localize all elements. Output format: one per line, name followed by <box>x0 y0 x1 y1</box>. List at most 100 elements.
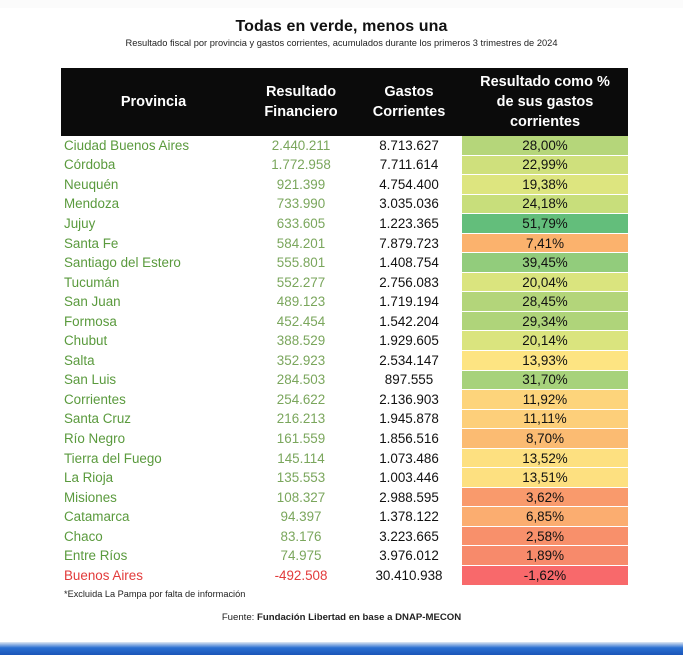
cell-porcentaje: 20,14% <box>462 331 628 351</box>
cell-resultado: 552.277 <box>276 274 326 290</box>
table-row: San Luis 284.503 897.555 31,70% <box>61 370 628 391</box>
table-body: Ciudad Buenos Aires 2.440.211 8.713.627 28,… <box>61 136 628 586</box>
cell-resultado: 584.201 <box>276 235 326 251</box>
cell-resultado: 2.440.211 <box>271 137 331 153</box>
cell-porcentaje: 13,52% <box>462 448 628 468</box>
cell-gastos: 7.879.723 <box>379 235 439 251</box>
table-row: Santa Fe 584.201 7.879.723 7,41% <box>61 233 628 254</box>
cell-porcentaje: 8,70% <box>462 429 628 448</box>
cell-provincia: Neuquén <box>64 176 119 192</box>
cell-resultado: 254.622 <box>276 391 326 407</box>
top-decoration <box>0 0 683 8</box>
cell-provincia: Tucumán <box>64 274 120 290</box>
cell-resultado: 145.114 <box>277 450 325 466</box>
table-row: Ciudad Buenos Aires 2.440.211 8.713.627 28,… <box>61 136 628 156</box>
cell-gastos: 3.223.665 <box>379 528 439 544</box>
cell-provincia: Corrientes <box>64 391 126 407</box>
table-row: La Rioja 135.553 1.003.446 13,51% <box>61 468 628 488</box>
cell-provincia: Buenos Aires <box>64 567 143 583</box>
cell-resultado: 94.397 <box>280 509 322 525</box>
cell-gastos: 1.856.516 <box>379 430 439 446</box>
cell-provincia: Río Negro <box>64 430 126 446</box>
cell-porcentaje: 13,51% <box>462 468 628 487</box>
source-prefix: Fuente: <box>221 612 258 623</box>
cell-resultado: -492.508 <box>274 567 328 583</box>
cell-porcentaje: 11,11% <box>462 409 628 429</box>
cell-provincia: Misiones <box>64 489 117 505</box>
cell-gastos: 1.929.605 <box>379 333 439 349</box>
cell-porcentaje: 11,92% <box>462 390 628 409</box>
cell-gastos: 1.408.754 <box>379 255 439 271</box>
header-gastos: Gastos Corrientes <box>372 84 446 120</box>
cell-porcentaje: 29,34% <box>462 311 628 331</box>
cell-gastos: 1.223.365 <box>379 215 439 231</box>
cell-gastos: 1.378.122 <box>379 509 439 525</box>
bottom-bar <box>0 642 683 655</box>
table-row: Corrientes 254.622 2.136.903 11,92% <box>61 390 628 410</box>
cell-provincia: Chubut <box>64 333 108 349</box>
table-row: Formosa 452.454 1.542.204 29,34% <box>61 311 628 332</box>
cell-provincia: Tierra del Fuego <box>64 450 162 466</box>
cell-porcentaje: 2,58% <box>462 526 628 546</box>
cell-porcentaje: 31,70% <box>462 370 628 390</box>
cell-gastos: 2.136.903 <box>379 391 439 407</box>
cell-resultado: 452.454 <box>276 313 326 329</box>
cell-provincia: Salta <box>64 352 95 368</box>
header-porcentaje: Resultado como % de sus gastos corriente… <box>480 74 610 130</box>
cell-gastos: 2.988.595 <box>379 489 439 505</box>
cell-porcentaje: -1,62% <box>462 566 628 585</box>
cell-provincia: Santa Fe <box>64 235 119 251</box>
table-row: Misiones 108.327 2.988.595 3,62% <box>61 487 628 508</box>
cell-gastos: 30.410.938 <box>375 567 443 583</box>
cell-resultado: 388.529 <box>276 333 326 349</box>
source-line: Fuente: Fundación Libertad en base a DNA… <box>0 612 683 623</box>
source-name: Fundación Libertad en base a DNAP-MECON <box>257 612 462 623</box>
table-row: Chubut 388.529 1.929.605 20,14% <box>61 331 628 352</box>
table-row: Santiago del Estero 555.801 1.408.754 39,45… <box>61 253 628 273</box>
table-row: Tierra del Fuego 145.114 1.073.486 13,52% <box>61 448 628 469</box>
cell-resultado: 108.327 <box>276 489 326 505</box>
cell-provincia: Chaco <box>64 528 103 544</box>
cell-resultado: 921.399 <box>276 176 326 192</box>
cell-porcentaje: 3,62% <box>462 487 628 507</box>
cell-provincia: Entre Ríos <box>64 548 128 564</box>
cell-provincia: Ciudad Buenos Aires <box>64 137 190 153</box>
cell-porcentaje: 24,18% <box>462 194 628 214</box>
cell-resultado: 284.503 <box>276 372 326 388</box>
cell-gastos: 3.976.012 <box>379 548 439 564</box>
cell-porcentaje: 13,93% <box>462 351 628 370</box>
cell-gastos: 1.073.486 <box>379 450 439 466</box>
cell-gastos: 2.756.083 <box>379 274 439 290</box>
header-resultado: Resultado Financiero <box>264 84 338 120</box>
table-row: Santa Cruz 216.213 1.945.878 11,11% <box>61 409 628 430</box>
cell-resultado: 489.123 <box>276 294 326 310</box>
cell-gastos: 4.754.400 <box>379 176 439 192</box>
cell-resultado: 1.772.958 <box>271 157 331 173</box>
cell-provincia: Santa Cruz <box>64 411 131 427</box>
cell-provincia: La Rioja <box>64 470 114 486</box>
fiscal-table: Provincia Resultado Financiero Gastos Co… <box>61 68 628 586</box>
cell-resultado: 83.176 <box>280 528 322 544</box>
cell-resultado: 352.923 <box>276 352 326 368</box>
table-row: Salta 352.923 2.534.147 13,93% <box>61 351 628 371</box>
cell-resultado: 161.559 <box>276 430 326 446</box>
table-row: Buenos Aires -492.508 30.410.938 -1,62% <box>61 566 628 586</box>
cell-resultado: 633.605 <box>276 215 326 231</box>
page-title: Todas en verde, menos una <box>235 18 448 35</box>
table-row: Río Negro 161.559 1.856.516 8,70% <box>61 429 628 449</box>
cell-resultado: 135.553 <box>276 470 326 486</box>
cell-porcentaje: 28,45% <box>462 292 628 311</box>
cell-resultado: 733.990 <box>276 196 326 212</box>
table-row: Catamarca 94.397 1.378.122 6,85% <box>61 507 628 527</box>
cell-gastos: 897.555 <box>384 372 434 388</box>
cell-gastos: 7.711.614 <box>379 157 439 173</box>
table-row: Chaco 83.176 3.223.665 2,58% <box>61 526 628 547</box>
cell-porcentaje: 22,99% <box>462 155 628 175</box>
cell-provincia: Mendoza <box>64 196 120 212</box>
cell-gastos: 1.542.204 <box>379 313 439 329</box>
cell-resultado: 74.975 <box>280 548 322 564</box>
cell-gastos: 8.713.627 <box>379 137 439 153</box>
cell-porcentaje: 6,85% <box>462 507 628 526</box>
table-header: Provincia Resultado Financiero Gastos Co… <box>61 68 628 136</box>
table-row: Neuquén 921.399 4.754.400 19,38% <box>61 175 628 195</box>
